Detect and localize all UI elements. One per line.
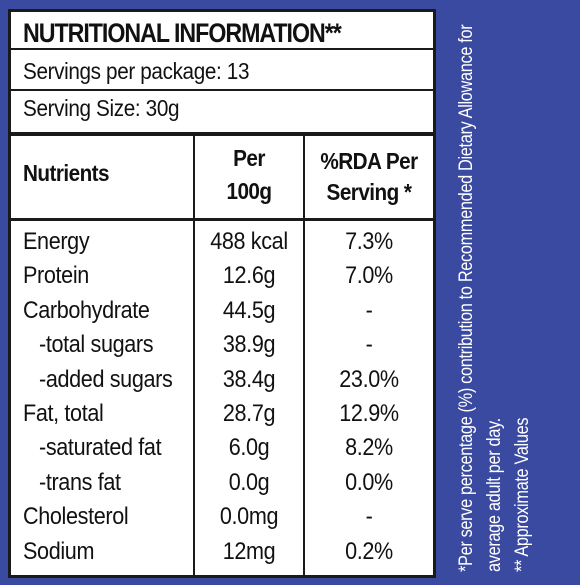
nutrient-name: Sodium <box>23 537 95 565</box>
header-divider <box>11 218 433 221</box>
per-100g-value: 488 kcal <box>210 228 288 255</box>
footnotes: *Per serve percentage (%) contribution t… <box>453 7 537 572</box>
table-top-border <box>11 132 433 136</box>
table-row: Protein 12.6g 7.0% <box>11 262 433 296</box>
rda-value: 0.2% <box>345 537 393 565</box>
per-100g-value: 12mg <box>222 537 276 565</box>
divider <box>11 89 433 91</box>
per-100g-value: 12.6g <box>222 262 276 290</box>
table-row: Fat, total 28.7g 12.9% <box>11 400 433 434</box>
column-divider <box>303 132 305 575</box>
rda-value: 23.0% <box>339 365 399 393</box>
nutrient-name: Protein <box>23 262 89 290</box>
per-100g-value: 6.0g <box>228 434 270 462</box>
nutrient-name: Fat, total <box>23 399 104 427</box>
nutrient-name: Energy <box>23 228 90 255</box>
divider <box>11 48 433 50</box>
rda-value: 0.0% <box>345 468 393 496</box>
footnote-rda-cont: average adult per day. <box>484 418 505 572</box>
header-per-line1: Per <box>233 145 265 171</box>
nutrient-rows: Energy 488 kcal 7.3% Protein 12.6g 7.0% … <box>11 228 433 572</box>
nutrient-name: -saturated fat <box>39 434 162 462</box>
header-rda-line1: %RDA Per <box>320 148 418 174</box>
header-rda: %RDA Per Serving * <box>311 146 426 208</box>
table-row: -saturated fat 6.0g 8.2% <box>11 434 433 468</box>
table-row: -trans fat 0.0g 0.0% <box>11 469 433 503</box>
header-rda-line2: Serving * <box>326 179 412 205</box>
table-row: Energy 488 kcal 7.3% <box>11 228 433 262</box>
table-row: Cholesterol 0.0mg - <box>11 503 433 537</box>
servings-per-package: Servings per package: 13 <box>23 58 250 84</box>
header-nutrients: Nutrients <box>23 160 110 186</box>
panel-title: NUTRITIONAL INFORMATION** <box>23 18 342 48</box>
rda-value: 8.2% <box>345 434 393 462</box>
rda-value: 7.3% <box>345 228 393 255</box>
rda-value: 7.0% <box>345 262 393 290</box>
rda-value: - <box>365 296 373 324</box>
serving-size: Serving Size: 30g <box>23 95 180 121</box>
nutrition-panel: NUTRITIONAL INFORMATION** Servings per p… <box>8 9 436 578</box>
per-100g-value: 38.9g <box>222 331 276 359</box>
rda-value: - <box>365 331 373 359</box>
footnote-approx: ** Approximate Values <box>512 417 533 572</box>
table-row: Sodium 12mg 0.2% <box>11 538 433 572</box>
nutrient-name: Cholesterol <box>23 503 129 531</box>
nutrient-name: Carbohydrate <box>23 296 150 324</box>
column-divider <box>193 132 195 575</box>
footnote-rda: *Per serve percentage (%) contribution t… <box>456 24 477 572</box>
table-row: Carbohydrate 44.5g - <box>11 297 433 331</box>
header-per-line2: 100g <box>226 178 272 204</box>
table-row: -added sugars 38.4g 23.0% <box>11 366 433 400</box>
per-100g-value: 0.0g <box>228 468 270 496</box>
per-100g-value: 0.0mg <box>219 503 279 531</box>
per-100g-value: 28.7g <box>222 399 276 427</box>
nutrient-name: -added sugars <box>39 365 173 393</box>
nutrient-name: -trans fat <box>39 468 121 496</box>
rda-value: - <box>365 503 373 531</box>
nutrient-name: -total sugars <box>39 331 154 359</box>
table-row: -total sugars 38.9g - <box>11 331 433 365</box>
header-per-100g: Per 100g <box>200 142 297 208</box>
rda-value: 12.9% <box>339 399 399 427</box>
per-100g-value: 44.5g <box>222 296 276 324</box>
per-100g-value: 38.4g <box>222 365 276 393</box>
